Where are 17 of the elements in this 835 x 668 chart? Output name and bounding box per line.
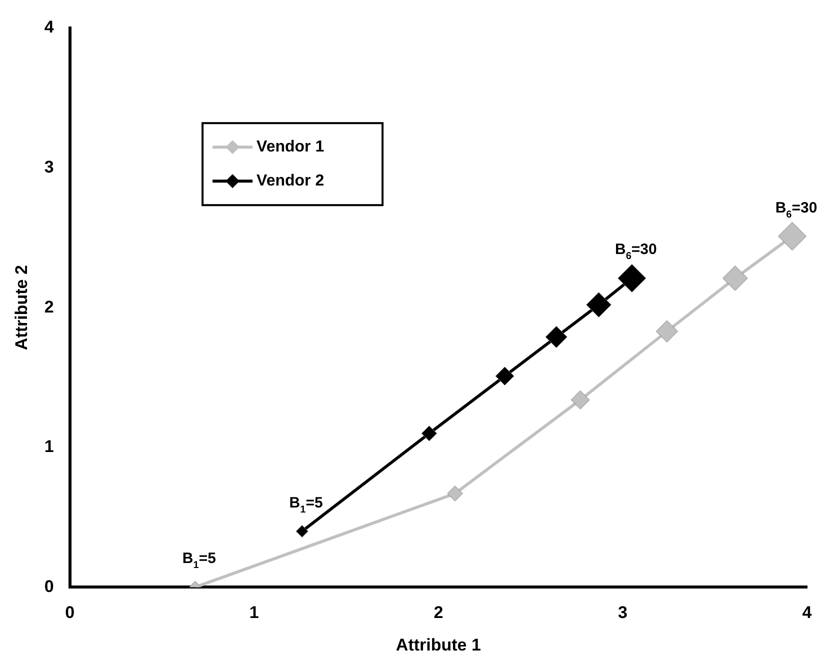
y-tick-label: 1 xyxy=(44,437,54,456)
y-axis-title: Attribute 2 xyxy=(12,265,31,350)
x-tick-label: 3 xyxy=(618,603,628,622)
y-tick-label: 3 xyxy=(44,157,54,176)
x-tick-label: 0 xyxy=(65,603,75,622)
y-tick-label: 4 xyxy=(44,18,54,37)
y-tick-label: 2 xyxy=(44,297,54,316)
point xyxy=(656,320,678,342)
x-tick-label: 4 xyxy=(802,603,812,622)
x-tick-label: 1 xyxy=(249,603,259,622)
x-axis-title: Attribute 1 xyxy=(396,635,481,654)
legend-label: Vendor 2 xyxy=(256,172,324,190)
x-tick-label: 2 xyxy=(434,603,444,622)
point xyxy=(495,366,514,386)
legend-label: Vendor 1 xyxy=(256,138,324,156)
y-tick-label: 0 xyxy=(44,576,54,596)
point xyxy=(545,326,568,348)
